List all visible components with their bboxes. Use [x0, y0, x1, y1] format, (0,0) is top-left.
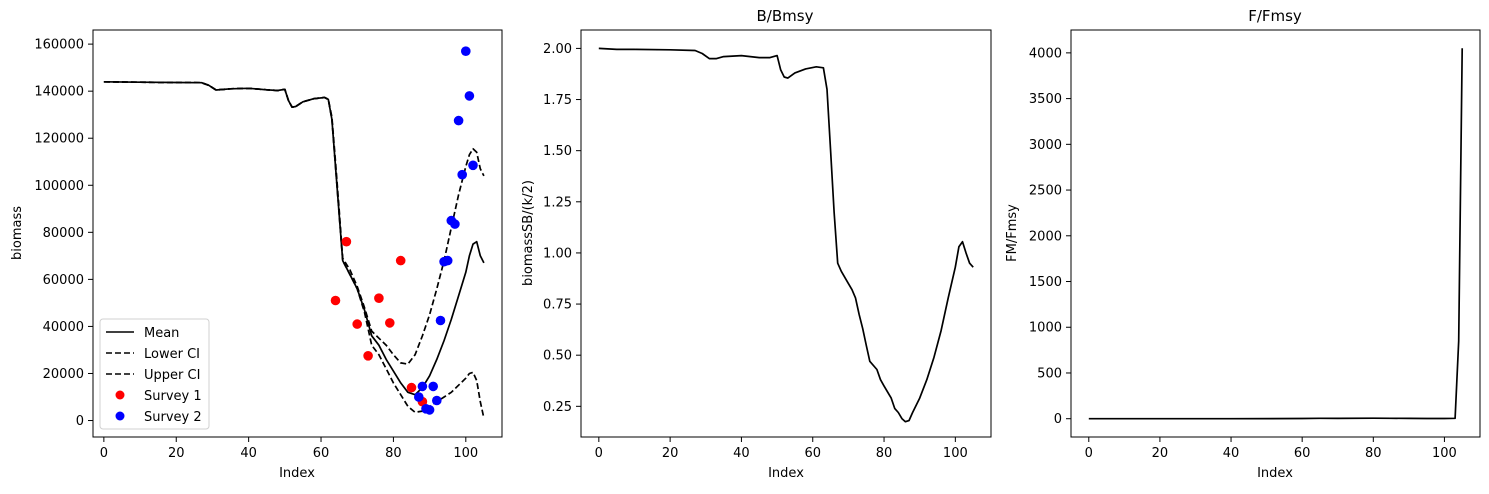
- panel-b-bmsy: B/Bmsy 0 20 40 60 80 100 0.25 0.50 0.75 1.00 1.25 1…: [521, 7, 992, 481]
- point-survey-2: [464, 91, 475, 101]
- point-survey-2: [457, 169, 468, 180]
- y-tick-label: 1000: [1029, 321, 1062, 336]
- ticks-b-bmsy: 0 20 40 60 80 100 0.25 0.50 0.75 1.00 1.25 1.50 1.75…: [543, 42, 968, 461]
- point-survey-1: [395, 255, 406, 266]
- x-tick-label: 80: [385, 446, 402, 461]
- ylabel-f-fmsy: FM/Fmsy: [1005, 204, 1020, 262]
- lines-b-bmsy: [598, 47, 974, 423]
- y-tick-label: 1.75: [543, 93, 572, 108]
- y-tick-label: 0.25: [543, 400, 572, 415]
- legend-upper-ci-label: Upper CI: [144, 368, 200, 383]
- y-tick-label: 20000: [43, 367, 84, 382]
- point-survey-2: [424, 405, 435, 415]
- x-tick-label: 60: [1294, 446, 1311, 461]
- y-tick-label: 1.50: [543, 144, 572, 159]
- y-tick-label: 1500: [1029, 275, 1062, 290]
- y-tick-label: 3000: [1029, 138, 1062, 153]
- x-tick-label: 80: [1365, 446, 1382, 461]
- legend-mean-label: Mean: [144, 326, 179, 341]
- x-tick-label: 20: [662, 446, 679, 461]
- y-tick-label: 60000: [43, 273, 84, 288]
- y-tick-label: 120000: [34, 132, 84, 147]
- x-tick-label: 0: [100, 446, 108, 461]
- y-tick-label: 500: [1037, 366, 1062, 381]
- y-tick-label: 140000: [34, 85, 84, 100]
- y-tick-label: 0: [1054, 412, 1062, 427]
- point-survey-2: [414, 392, 424, 402]
- y-tick-label: 2500: [1029, 184, 1062, 199]
- x-tick-label: 60: [313, 446, 330, 461]
- x-tick-label: 40: [1223, 446, 1240, 461]
- point-survey-2: [453, 115, 464, 126]
- point-survey-2: [428, 381, 439, 392]
- y-tick-label: 160000: [34, 38, 84, 53]
- point-survey-1: [352, 319, 363, 329]
- x-tick-label: 80: [876, 446, 893, 461]
- ticks-biomass: 0 20 40 60 80 100 0 20000 40000 60000 80000 100000 1…: [34, 38, 478, 461]
- point-survey-1: [363, 351, 373, 361]
- x-tick-label: 0: [1085, 446, 1093, 461]
- point-survey-1: [385, 318, 395, 328]
- legend-survey-2-marker: [115, 411, 125, 421]
- y-tick-label: 1.25: [543, 195, 572, 210]
- y-tick-label: 1.00: [543, 246, 572, 261]
- series-line-1: [598, 47, 974, 423]
- legend: Mean Lower CI Upper CI Survey 1 Survey 2: [99, 318, 210, 430]
- x-tick-label: 40: [240, 446, 257, 461]
- y-tick-label: 0.50: [543, 349, 572, 364]
- y-tick-label: 2.00: [543, 42, 572, 57]
- scatter-biomass: [330, 46, 478, 415]
- plot-frame-b-bmsy: [580, 29, 992, 438]
- xlabel-f-fmsy: Index: [1257, 466, 1293, 481]
- point-survey-1: [341, 236, 352, 247]
- legend-survey-2-label: Survey 2: [144, 410, 202, 425]
- title-b-bmsy: B/Bmsy: [757, 7, 814, 25]
- point-survey-1: [330, 295, 341, 306]
- x-tick-label: 100: [1432, 446, 1457, 461]
- ticks-f-fmsy: 0 20 40 60 80 1000500100015002000250030003500…: [1029, 46, 1457, 461]
- y-tick-label: 100000: [34, 179, 84, 194]
- point-survey-1: [374, 293, 384, 304]
- panel-biomass: 0 20 40 60 80 100 0 20000 40000 60000 80000 100000 1…: [10, 29, 503, 481]
- x-tick-label: 60: [804, 446, 821, 461]
- point-survey-2: [450, 219, 460, 229]
- y-tick-label: 2000: [1029, 229, 1062, 244]
- y-tick-label: 0.75: [543, 298, 572, 313]
- legend-survey-1-label: Survey 1: [144, 389, 202, 404]
- lines-biomass: [103, 80, 485, 419]
- legend-survey-1-marker: [115, 390, 125, 400]
- series-line-upper-ci: [103, 80, 485, 365]
- point-survey-2: [417, 381, 428, 392]
- title-f-fmsy: F/Fmsy: [1248, 7, 1302, 25]
- xlabel-b-bmsy: Index: [768, 466, 804, 481]
- panel-f-fmsy: F/Fmsy 0 20 40 60 80 100050010001500200025003…: [1005, 7, 1481, 481]
- x-tick-label: 40: [733, 446, 750, 461]
- point-survey-2: [468, 160, 478, 171]
- x-tick-label: 100: [943, 446, 968, 461]
- ylabel-biomass: biomass: [10, 206, 25, 260]
- ylabel-b-bmsy: biomassSB/(k/2): [521, 180, 536, 286]
- y-tick-label: 40000: [43, 320, 84, 335]
- legend-box: [99, 318, 210, 430]
- y-tick-label: 80000: [43, 226, 84, 241]
- series-line-1: [1088, 48, 1464, 420]
- x-tick-label: 20: [1152, 446, 1169, 461]
- y-tick-label: 3500: [1029, 92, 1062, 107]
- x-tick-label: 20: [168, 446, 185, 461]
- point-survey-2: [461, 46, 471, 56]
- y-tick-label: 0: [76, 414, 84, 429]
- x-tick-label: 0: [595, 446, 603, 461]
- point-survey-2: [442, 255, 453, 266]
- plot-frame-f-fmsy: [1070, 29, 1481, 438]
- plot-frame-biomass: [92, 29, 503, 438]
- lines-f-fmsy: [1088, 48, 1464, 420]
- point-survey-1: [406, 382, 417, 393]
- legend-lower-ci-label: Lower CI: [144, 347, 200, 362]
- point-survey-2: [435, 315, 446, 326]
- xlabel-biomass: Index: [279, 466, 315, 481]
- x-tick-label: 100: [453, 446, 478, 461]
- y-tick-label: 4000: [1029, 46, 1062, 61]
- point-survey-2: [432, 395, 442, 406]
